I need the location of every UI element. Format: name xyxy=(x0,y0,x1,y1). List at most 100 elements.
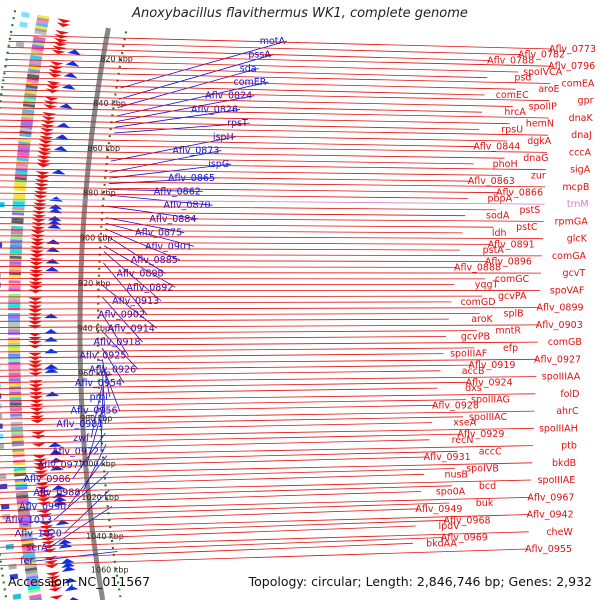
right-leader-line xyxy=(0,370,441,377)
forward-gene-arrow xyxy=(44,559,59,565)
gene-label-right: Aflv_0896 xyxy=(485,257,532,268)
forward-gene-arrow xyxy=(36,159,51,164)
gene-label-right: Aflv_0955 xyxy=(525,544,572,555)
cog-segment xyxy=(26,580,40,586)
left-leader-line xyxy=(102,296,143,343)
cog-segment xyxy=(29,60,42,65)
left-leader-line xyxy=(109,150,222,173)
cog-segment xyxy=(8,315,21,319)
forward-gene-arrow xyxy=(34,182,49,187)
gene-label-left: Aflv_0901 xyxy=(145,241,192,252)
left-leader-line xyxy=(115,95,255,123)
reverse-gene-arrow xyxy=(44,313,59,319)
cog-segment xyxy=(10,236,23,240)
forward-gene-arrow xyxy=(29,261,44,266)
cog-segment xyxy=(28,588,41,594)
gene-label-right: pbpA xyxy=(487,193,512,204)
reverse-gene-arrow xyxy=(53,500,68,506)
right-leader-line xyxy=(0,186,500,194)
cog-segment xyxy=(8,323,21,327)
gene-label-right: comEA xyxy=(562,78,595,89)
tick-label: 880 kbp xyxy=(83,189,116,198)
forward-gene-arrow xyxy=(49,61,64,66)
right-leader-line xyxy=(9,34,553,50)
gene-label-right: bcd xyxy=(479,481,496,492)
gene-label-right: mcpB xyxy=(562,182,589,193)
gene-label-right: accC xyxy=(479,446,502,457)
cog-segment xyxy=(9,252,22,257)
gene-label-left: Aflv_0972 xyxy=(52,447,99,458)
gene-label-left: pssA xyxy=(248,50,271,61)
gene-label-right: spoIIP xyxy=(529,101,557,112)
cog-segment xyxy=(14,182,27,186)
forward-gene-arrow xyxy=(38,147,52,152)
gene-label-right: trnM xyxy=(567,199,589,210)
gene-label-right: Aflv_0919 xyxy=(468,360,515,371)
tick-label: 920 kbp xyxy=(78,279,111,288)
right-leader-line xyxy=(0,416,464,426)
gene-label-right: ptb xyxy=(561,441,577,452)
tick-marks: 820 kbp 840 kbp 860 kbp 880 kbp 900 kbp 920 k… xyxy=(77,54,133,574)
right-leader-line xyxy=(0,514,530,530)
cog-segment xyxy=(8,348,21,352)
cog-segment xyxy=(9,402,22,406)
forward-gene-arrow xyxy=(29,257,44,262)
right-leader-line xyxy=(0,479,532,493)
cog-segment xyxy=(15,171,28,176)
backbone-ring xyxy=(0,10,128,600)
left-leader-line xyxy=(102,370,106,425)
feature-block xyxy=(0,503,10,510)
right-leader-line xyxy=(0,473,425,487)
cog-segment xyxy=(20,122,33,127)
right-leader-line xyxy=(0,462,533,475)
gene-label-left: serA xyxy=(26,542,48,553)
forward-gene-arrow xyxy=(30,242,45,246)
forward-gene-arrow xyxy=(33,470,48,475)
forward-gene-arrow xyxy=(56,22,71,27)
cog-segment xyxy=(10,242,23,246)
forward-gene-arrow xyxy=(28,364,43,369)
gene-label-right: Aflv_0924 xyxy=(466,377,513,388)
gene-label-right: Aflv_0928 xyxy=(432,400,479,411)
reverse-gene-arrow xyxy=(48,204,63,210)
gene-label-right: dnaG xyxy=(523,153,548,164)
gene-label-left: Aflv_1020 xyxy=(15,529,62,540)
gene-label-left: Aflv_0902 xyxy=(98,310,145,321)
gene-label-right: bkdAA xyxy=(426,538,457,549)
right-leader-line xyxy=(0,301,452,304)
cog-segment xyxy=(8,310,21,314)
reverse-gene-arrow xyxy=(47,215,62,222)
right-leader-line xyxy=(0,174,471,182)
gene-label-left: Aflv_0918 xyxy=(94,337,141,348)
gene-label-left: Aflv_0977 xyxy=(38,460,85,471)
cog-segment xyxy=(27,68,41,73)
forward-gene-arrow xyxy=(41,536,55,541)
forward-gene-arrow xyxy=(33,190,48,195)
gene-label-right: spoIVB xyxy=(466,464,499,475)
forward-gene-arrow xyxy=(55,29,69,35)
gene-label-left: Aflv_0988 xyxy=(33,488,80,499)
feature-block xyxy=(12,593,22,600)
cog-segment xyxy=(27,73,40,79)
feature-block xyxy=(0,483,8,490)
forward-gene-arrow xyxy=(33,194,48,199)
right-leader-line xyxy=(0,496,531,512)
forward-gene-arrow xyxy=(29,407,44,412)
right-leader-line xyxy=(0,491,422,505)
cog-segment xyxy=(9,407,22,412)
gene-label-left: Aflv_0892 xyxy=(126,282,173,293)
cog-segment xyxy=(14,184,27,189)
gene-label-right: comGA xyxy=(552,251,587,262)
right-leader-line xyxy=(0,253,543,257)
cog-segment xyxy=(16,157,29,162)
gene-label-right: hrcA xyxy=(504,107,526,118)
reverse-gene-arrow xyxy=(48,442,63,448)
gene-label-left: prol xyxy=(90,392,108,403)
left-leader-line xyxy=(114,109,241,128)
cog-segment xyxy=(23,100,36,106)
left-gene-labels: motApssAsdacomERAflv_0824Aflv_0826rpsTis… xyxy=(5,36,288,567)
cog-segment xyxy=(19,127,33,132)
tick-label: 860 kbp xyxy=(87,144,120,153)
cog-segment xyxy=(13,195,26,200)
cog-segment xyxy=(26,577,39,583)
